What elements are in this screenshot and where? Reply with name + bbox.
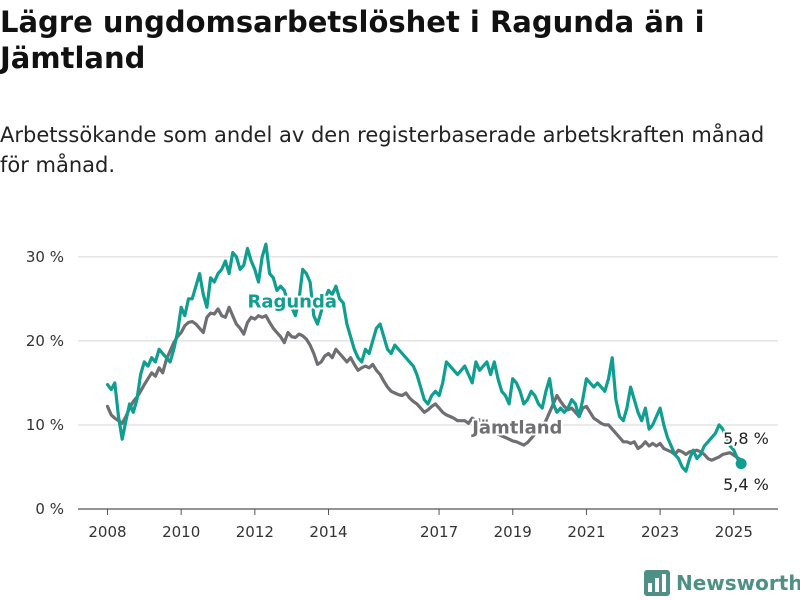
- x-tick-label: 2012: [236, 523, 274, 541]
- x-tick-label: 2023: [641, 523, 679, 541]
- x-tick-label: 2019: [494, 523, 532, 541]
- chart-subtitle: Arbetssökande som andel av den registerb…: [0, 123, 765, 177]
- gridlines: [78, 256, 778, 510]
- x-tick-label: 2008: [88, 523, 126, 541]
- y-tick-label: 30 %: [26, 248, 64, 266]
- x-axis-ticks: 2008 2010 2012 2014 2017 2019 2021 2023 2025: [88, 509, 753, 541]
- series-lines: [105, 242, 747, 473]
- end-label-jamtland: 5,8 %: [723, 429, 769, 448]
- x-tick-label: 2014: [309, 523, 347, 541]
- series-line-jmtland: [105, 305, 743, 462]
- series-label-ragunda: Ragunda: [247, 291, 337, 312]
- x-tick-label: 2010: [162, 523, 200, 541]
- series-line-ragunda: [105, 242, 743, 473]
- end-label-ragunda: 5,4 %: [723, 475, 769, 494]
- x-tick-label: 2021: [567, 523, 605, 541]
- y-tick-label: 20 %: [26, 332, 64, 350]
- series-label-jamtland: Jämtland: [470, 417, 562, 438]
- ragunda-end-marker: [735, 458, 747, 470]
- y-tick-label: 0 %: [35, 500, 64, 518]
- brand-name: Newsworthy: [676, 571, 800, 595]
- x-tick-label: 2025: [715, 523, 753, 541]
- chart-title: Lägre ungdomsarbetslöshet i Ragunda än i…: [0, 5, 705, 75]
- y-tick-label: 10 %: [26, 416, 64, 434]
- series-labels: Ragunda Jämtland 5,8 % 5,4 %: [245, 289, 770, 496]
- y-axis-ticks: 0 % 10 % 20 % 30 %: [26, 248, 64, 518]
- newsworthy-chart-icon: [644, 570, 670, 596]
- x-tick-label: 2017: [420, 523, 458, 541]
- brand-logo: Newsworthy: [644, 569, 800, 597]
